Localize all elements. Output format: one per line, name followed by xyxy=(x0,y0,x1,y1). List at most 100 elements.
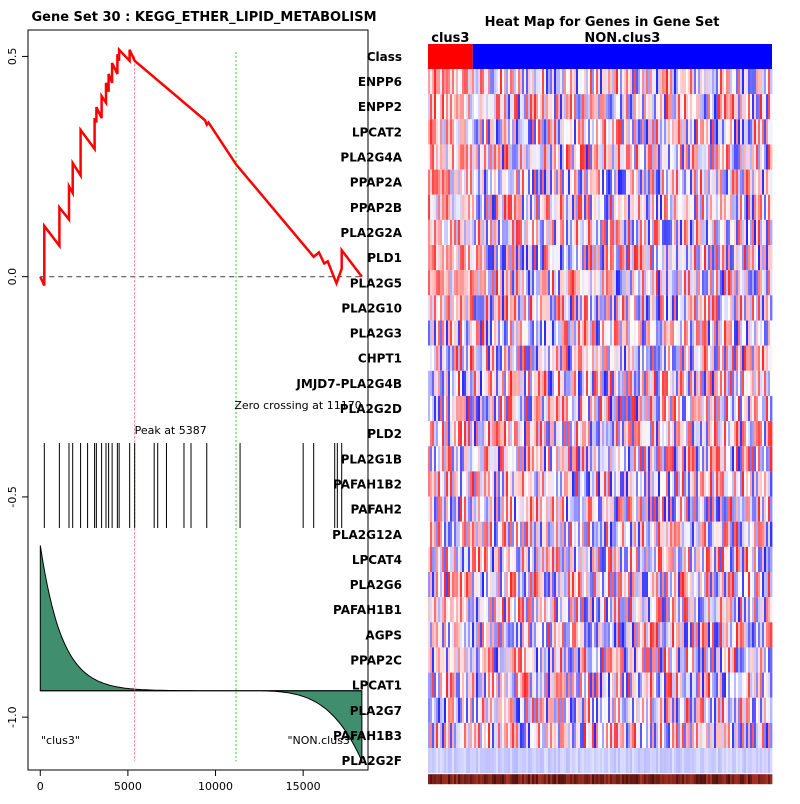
y-tick-label: 0.5 xyxy=(6,48,19,66)
gene-label: PLA2G6 xyxy=(350,578,402,592)
heatmap-row xyxy=(428,69,772,94)
heatmap-row xyxy=(428,572,772,597)
y-tick-label: -1.0 xyxy=(6,706,19,727)
heatmap-row xyxy=(428,446,772,471)
bottom-color-strip xyxy=(428,774,772,784)
heatmap-cell xyxy=(770,673,772,698)
heatmap-cell xyxy=(770,270,772,295)
gene-label: PAFAH1B1 xyxy=(333,603,402,617)
heatmap-row xyxy=(428,547,772,572)
heatmap-row xyxy=(428,195,772,220)
heatmap-cell xyxy=(770,723,772,748)
heatmap-row xyxy=(428,94,772,119)
class-label-clus3: clus3 xyxy=(431,31,469,46)
class-row-label: Class xyxy=(367,50,402,64)
gene-label: PPAP2C xyxy=(350,654,402,668)
gene-label: PLA2G4A xyxy=(340,151,402,165)
y-tick-label: 0.0 xyxy=(6,268,19,286)
gene-label: PPAP2B xyxy=(350,201,402,215)
heatmap-row xyxy=(428,270,772,295)
heatmap-row xyxy=(428,295,772,320)
heatmap-cell xyxy=(770,748,772,773)
heatmap-row xyxy=(428,471,772,496)
heatmap-title: Heat Map for Genes in Gene Set xyxy=(485,15,720,30)
heatmap-cell xyxy=(770,371,772,396)
heatmap-row xyxy=(428,597,772,622)
x-tick-label: 0 xyxy=(37,780,44,793)
gene-label: PAFAH1B3 xyxy=(333,729,402,743)
gene-label: JMJD7-PLA2G4B xyxy=(295,377,402,391)
gene-label: PLA2G10 xyxy=(341,301,402,315)
heatmap-cell xyxy=(770,396,772,421)
heatmap-row xyxy=(428,371,772,396)
heatmap-row xyxy=(428,748,772,773)
heatmap-cell xyxy=(770,421,772,446)
class-bar-non-clus3 xyxy=(473,44,772,69)
heatmap-cell xyxy=(770,622,772,647)
enrichment-plot-title: Gene Set 30 : KEGG_ETHER_LIPID_METABOLIS… xyxy=(31,10,376,25)
heatmap-cell xyxy=(770,597,772,622)
heatmap-row xyxy=(428,723,772,748)
heatmap-row xyxy=(428,698,772,723)
heatmap-cell xyxy=(770,69,772,94)
heatmap-row xyxy=(428,346,772,371)
heatmap-cell xyxy=(770,321,772,346)
x-tick-label: 5000 xyxy=(114,780,142,793)
heatmap-cell xyxy=(770,446,772,471)
heatmap-cell xyxy=(770,547,772,572)
heatmap-cell xyxy=(770,346,772,371)
gene-label: PLA2G2D xyxy=(340,402,402,416)
y-axis: 0.5 0.0 -0.5 -1.0 xyxy=(6,48,28,728)
heatmap-cell xyxy=(770,94,772,119)
heatmap-cell xyxy=(770,522,772,547)
x-tick-label: 10000 xyxy=(198,780,233,793)
heatmap-cell xyxy=(770,144,772,169)
heatmap-cell xyxy=(770,698,772,723)
gene-label: PAFAH2 xyxy=(351,503,402,517)
peak-label: Peak at 5387 xyxy=(135,424,207,437)
gene-label: PLA2G2F xyxy=(342,754,402,768)
class-label-non-clus3: NON.clus3 xyxy=(584,31,660,46)
heatmap-row xyxy=(428,170,772,195)
x-axis: 0 5000 10000 15000 xyxy=(37,770,321,793)
heatmap-row xyxy=(428,522,772,547)
gene-label: PLA2G1B xyxy=(341,452,402,466)
gene-label: AGPS xyxy=(365,628,402,642)
heatmap-row xyxy=(428,497,772,522)
heatmap-row xyxy=(428,220,772,245)
gene-label: PLD2 xyxy=(367,427,402,441)
class-bar xyxy=(428,44,772,69)
heatmap-cell xyxy=(770,195,772,220)
gene-label: PPAP2A xyxy=(350,176,403,190)
gene-label: PAFAH1B2 xyxy=(333,478,402,492)
heatmap-row xyxy=(428,321,772,346)
gene-label: ENPP2 xyxy=(358,100,402,114)
gene-label: PLA2G7 xyxy=(350,704,402,718)
gene-label: LPCAT1 xyxy=(352,679,402,693)
gene-label: PLA2G3 xyxy=(350,327,402,341)
heatmap-row xyxy=(428,673,772,698)
gene-label: PLD1 xyxy=(367,251,402,265)
heatmap-row xyxy=(428,647,772,672)
x-tick-label: 15000 xyxy=(286,780,321,793)
heatmap-row xyxy=(428,421,772,446)
heatmap-cell xyxy=(770,295,772,320)
heatmap-cell xyxy=(770,572,772,597)
heatmap-row xyxy=(428,396,772,421)
class-bar-clus3 xyxy=(428,44,473,69)
heatmap-cell xyxy=(770,497,772,522)
enrichment-plot: Gene Set 30 : KEGG_ETHER_LIPID_METABOLIS… xyxy=(6,10,377,793)
y-tick-label: -0.5 xyxy=(6,486,19,507)
left-class-label: "clus3" xyxy=(41,734,80,747)
heatmap-cell xyxy=(770,647,772,672)
gene-label: CHPT1 xyxy=(358,352,402,366)
heatmap-row xyxy=(428,144,772,169)
heatmap-cell xyxy=(770,245,772,270)
gene-label: LPCAT4 xyxy=(352,553,402,567)
heatmap-cell xyxy=(770,220,772,245)
gene-label: PLA2G5 xyxy=(350,276,402,290)
heatmap-row xyxy=(428,245,772,270)
heatmap-cell xyxy=(770,119,772,144)
